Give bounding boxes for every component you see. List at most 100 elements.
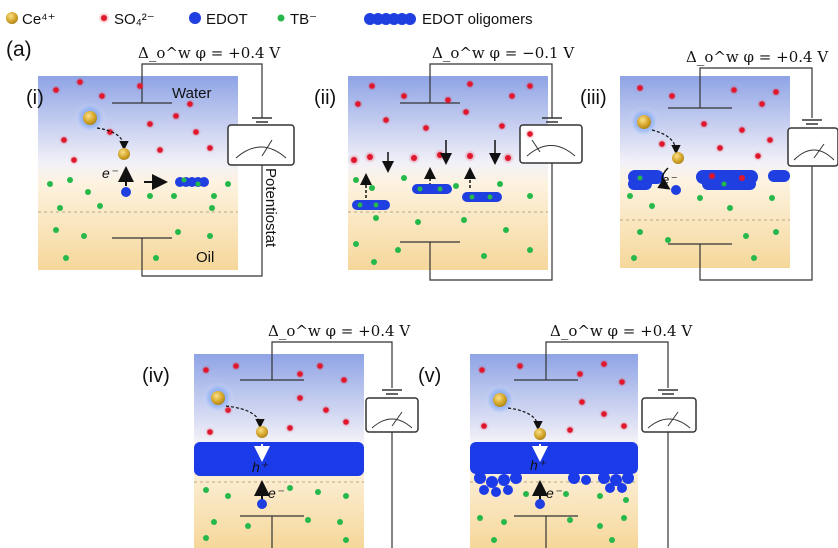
sulfate-ions-ii bbox=[353, 79, 535, 139]
panel-iv: Δ_o^w φ = +0.4 V (iv) h⁺ e⁻ bbox=[142, 322, 419, 548]
sulfate-ion bbox=[481, 423, 487, 429]
sulfate-ion bbox=[755, 153, 761, 159]
sulfate-ions-iii bbox=[635, 83, 781, 161]
tb-ion bbox=[315, 489, 321, 495]
tb-ion bbox=[523, 491, 529, 497]
sulfate-ion bbox=[479, 367, 485, 373]
ce-legend-icon bbox=[6, 12, 18, 24]
potential-label-i: Δ_o^w φ = +0.4 V bbox=[138, 44, 281, 62]
sulfate-ion bbox=[621, 423, 627, 429]
oligomer-i bbox=[175, 177, 209, 187]
tb-ions-iv bbox=[203, 485, 349, 543]
tb-ion bbox=[527, 247, 533, 253]
ce-reduced-v bbox=[534, 428, 546, 440]
tb-ion bbox=[401, 175, 407, 181]
tb-ion bbox=[203, 487, 209, 493]
sulfate-ion bbox=[717, 145, 723, 151]
tb-legend-icon bbox=[277, 14, 285, 22]
tb-ion bbox=[245, 523, 251, 529]
electron-label-v: e⁻ bbox=[546, 485, 563, 501]
tb-ion bbox=[627, 193, 633, 199]
tb-ion bbox=[211, 193, 217, 199]
tb-ion bbox=[97, 203, 103, 209]
cell-i bbox=[38, 76, 238, 270]
tb-ion bbox=[491, 537, 497, 543]
tb-ion bbox=[697, 195, 703, 201]
tb-ion bbox=[171, 193, 177, 199]
sulfate-ion bbox=[669, 93, 675, 99]
edot-legend-label: EDOT bbox=[206, 11, 248, 28]
sulfate-ion bbox=[601, 361, 607, 367]
electron-label-iv: e⁻ bbox=[268, 485, 285, 501]
tb-legend-label: TB⁻ bbox=[290, 11, 317, 28]
tb-ion bbox=[621, 515, 627, 521]
tb-ion bbox=[353, 177, 359, 183]
tb-ion bbox=[609, 537, 615, 543]
sulfate-ion bbox=[147, 121, 153, 127]
tb-ions-iii bbox=[627, 193, 779, 261]
tb-ion bbox=[57, 205, 63, 211]
potentiostat-icon bbox=[365, 389, 419, 433]
sulfate-ion bbox=[317, 363, 323, 369]
sulfate-ion bbox=[701, 121, 707, 127]
tb-ion bbox=[769, 195, 775, 201]
potential-label-ii: Δ_o^w φ = −0.1 V bbox=[432, 44, 575, 62]
oligomer-band-iii bbox=[628, 170, 790, 190]
sulfate-ion bbox=[71, 157, 77, 163]
sulfate-ion bbox=[233, 363, 239, 369]
tb-ion bbox=[597, 523, 603, 529]
ce-reduced-iv bbox=[256, 426, 268, 438]
tb-ions-i bbox=[47, 177, 231, 261]
tb-ion bbox=[85, 189, 91, 195]
tb-ion bbox=[461, 217, 467, 223]
flux-arrows-ii bbox=[360, 140, 501, 198]
tb-ion bbox=[501, 519, 507, 525]
sulfate-ion bbox=[187, 101, 193, 107]
tb-ion bbox=[649, 203, 655, 209]
sulfate-ion bbox=[601, 411, 607, 417]
sulfate-ion bbox=[137, 83, 143, 89]
panel-label-ii: (ii) bbox=[314, 87, 336, 109]
tb-ion bbox=[527, 193, 533, 199]
tb-ion bbox=[203, 535, 209, 541]
tb-ion bbox=[751, 255, 757, 261]
sulfate-ion bbox=[343, 419, 349, 425]
tb-ions-v bbox=[477, 491, 629, 543]
sulfate-ion bbox=[577, 371, 583, 377]
potentiostat-icon bbox=[519, 117, 583, 164]
oligomer-legend-icon bbox=[364, 13, 416, 25]
oligomer-legend-label: EDOT oligomers bbox=[422, 11, 533, 28]
potential-label-iv: Δ_o^w φ = +0.4 V bbox=[268, 322, 411, 340]
sulfate-ion bbox=[467, 81, 473, 87]
sulfate-ion bbox=[203, 367, 209, 373]
tb-ion bbox=[175, 229, 181, 235]
sulfate-ion bbox=[53, 87, 59, 93]
electron-label-iii: e⁻ bbox=[662, 172, 677, 187]
sulfate-ion bbox=[369, 83, 375, 89]
sulfate-ion bbox=[659, 141, 665, 147]
tb-ion bbox=[727, 205, 733, 211]
tb-ion bbox=[369, 185, 375, 191]
panel-label-iii: (iii) bbox=[580, 87, 607, 109]
sulfate-ion bbox=[355, 101, 361, 107]
potential-label-v: Δ_o^w φ = +0.4 V bbox=[550, 322, 693, 340]
so4-legend-label: SO₄²⁻ bbox=[114, 11, 155, 28]
potentiostat-label: Potentiostat bbox=[262, 168, 279, 248]
panel-i: Δ_o^w φ = +0.4 V (i) Water Oil Potentios… bbox=[26, 44, 295, 277]
sulfate-ion bbox=[157, 147, 163, 153]
sulfate-ion bbox=[445, 97, 451, 103]
potentiostat-icon bbox=[641, 389, 697, 433]
tb-ion bbox=[147, 193, 153, 199]
sulfate-ion bbox=[99, 93, 105, 99]
tb-ion bbox=[81, 233, 87, 239]
sulfate-ion bbox=[527, 131, 533, 137]
sulfate-ion bbox=[731, 87, 737, 93]
film-nodules-v bbox=[474, 472, 634, 497]
tb-ion bbox=[773, 229, 779, 235]
sulfate-ion bbox=[567, 427, 573, 433]
tb-ion bbox=[53, 227, 59, 233]
tb-ion bbox=[567, 517, 573, 523]
sulfate-ion bbox=[401, 93, 407, 99]
sulfate-ion bbox=[193, 129, 199, 135]
